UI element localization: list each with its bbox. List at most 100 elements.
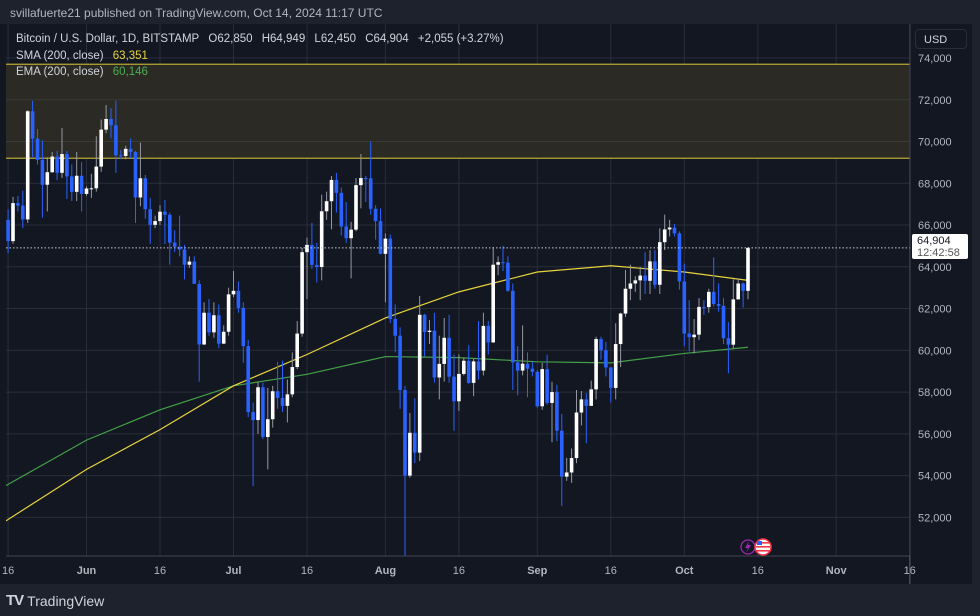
y-tick-label: 64,000 bbox=[918, 262, 952, 274]
candle bbox=[515, 346, 520, 396]
candle-body bbox=[599, 339, 603, 351]
candle-body bbox=[408, 432, 412, 476]
candle bbox=[702, 300, 706, 315]
x-tick-label: Jun bbox=[77, 565, 97, 577]
candle bbox=[457, 354, 461, 411]
candle-body bbox=[354, 185, 358, 230]
candle-body bbox=[364, 178, 368, 180]
candle-body bbox=[280, 397, 285, 406]
candle bbox=[45, 157, 50, 212]
candle bbox=[481, 312, 486, 376]
candle bbox=[437, 335, 442, 400]
currency-button[interactable]: USD bbox=[915, 29, 967, 49]
candle-body bbox=[697, 306, 701, 335]
candle-body bbox=[231, 290, 236, 295]
candle bbox=[711, 257, 716, 307]
x-tick-label: 16 bbox=[752, 565, 764, 577]
candle-body bbox=[569, 458, 574, 473]
candle bbox=[212, 302, 216, 338]
y-tick-label: 70,000 bbox=[918, 137, 952, 149]
candle-body bbox=[741, 283, 745, 291]
candle bbox=[256, 381, 260, 434]
candle bbox=[491, 246, 495, 344]
ohlc-open: O62,850 bbox=[208, 33, 253, 45]
candle-body bbox=[442, 337, 446, 364]
candle bbox=[682, 263, 687, 347]
candle bbox=[447, 314, 451, 383]
ema-label: EMA (200, close) bbox=[16, 66, 104, 78]
candle-body bbox=[197, 283, 201, 345]
candle-body bbox=[285, 394, 290, 406]
lightning-glyph bbox=[745, 541, 751, 553]
candle-body bbox=[128, 148, 133, 152]
ema-legend[interactable]: EMA (200, close) 60,146 bbox=[16, 66, 154, 78]
candle bbox=[545, 354, 549, 405]
candle-body bbox=[109, 118, 113, 126]
candle bbox=[628, 264, 633, 301]
candle-body bbox=[393, 319, 397, 336]
candle bbox=[393, 304, 397, 353]
candle bbox=[413, 398, 417, 464]
candle bbox=[388, 234, 393, 324]
candle bbox=[104, 104, 108, 134]
candle-body bbox=[202, 312, 206, 345]
candle bbox=[471, 358, 476, 397]
candle bbox=[746, 246, 750, 300]
candle bbox=[172, 230, 177, 253]
candle bbox=[653, 250, 657, 289]
candle-body bbox=[334, 179, 339, 193]
y-tick-label: 54,000 bbox=[918, 471, 952, 483]
y-tick-label: 62,000 bbox=[918, 304, 952, 316]
candle bbox=[726, 322, 731, 374]
candle bbox=[60, 127, 64, 179]
candle-body bbox=[119, 155, 123, 157]
candle bbox=[89, 173, 94, 198]
sma-legend[interactable]: SMA (200, close) 63,351 bbox=[16, 50, 154, 62]
candle-body bbox=[643, 275, 647, 281]
candle-body bbox=[638, 275, 642, 281]
us-flag-event-icon bbox=[754, 538, 772, 556]
candle bbox=[334, 172, 339, 213]
candle-body bbox=[55, 156, 59, 173]
y-tick-label: 58,000 bbox=[918, 387, 952, 399]
candle bbox=[300, 248, 304, 337]
candle-body bbox=[45, 172, 50, 185]
candle bbox=[30, 100, 35, 158]
candle bbox=[221, 325, 226, 345]
candle bbox=[315, 242, 319, 283]
x-tick-label: Aug bbox=[375, 565, 396, 577]
candle-body bbox=[324, 201, 329, 212]
candle bbox=[158, 205, 162, 226]
candle-body bbox=[648, 261, 652, 281]
candle bbox=[579, 391, 584, 426]
candle-body bbox=[65, 154, 69, 177]
candle-body bbox=[417, 314, 422, 453]
candle bbox=[599, 336, 603, 360]
candle bbox=[35, 128, 40, 165]
candle bbox=[65, 150, 69, 199]
candle bbox=[70, 164, 74, 202]
candle bbox=[589, 380, 593, 406]
candle-body bbox=[378, 221, 383, 254]
candle bbox=[16, 195, 20, 212]
candle bbox=[344, 202, 348, 243]
y-tick-label: 68,000 bbox=[918, 178, 952, 190]
footer-brand[interactable]: TV TradingView bbox=[6, 592, 104, 609]
candle-body bbox=[736, 283, 740, 300]
candle bbox=[270, 385, 275, 428]
candle bbox=[123, 145, 128, 160]
candle bbox=[226, 287, 231, 336]
candle-body bbox=[618, 313, 623, 345]
candle bbox=[638, 266, 642, 301]
candle-body bbox=[138, 178, 143, 198]
candle-body bbox=[667, 227, 672, 230]
candle bbox=[55, 150, 59, 181]
candle-body bbox=[687, 333, 691, 338]
candle bbox=[50, 151, 54, 173]
ohlc-close: C64,904 bbox=[365, 33, 409, 45]
x-tick-label: 16 bbox=[453, 565, 465, 577]
candle bbox=[442, 317, 446, 382]
symbol-legend[interactable]: Bitcoin / U.S. Dollar, 1D, BITSTAMP O62,… bbox=[16, 33, 510, 45]
candle bbox=[295, 321, 299, 370]
